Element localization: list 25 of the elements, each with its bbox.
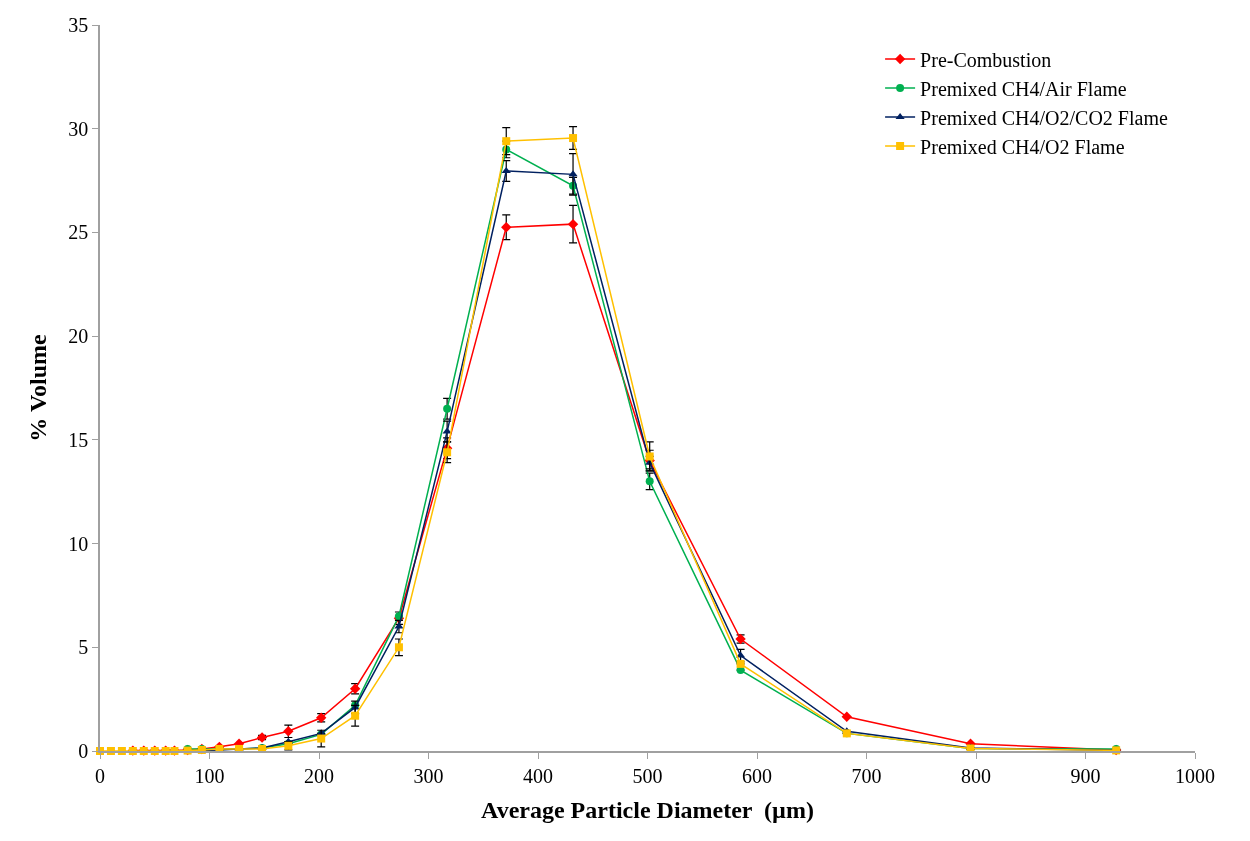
x-tick-label: 600 <box>742 764 772 787</box>
y-tick-label: 5 <box>78 636 89 659</box>
x-tick-label: 400 <box>523 764 553 787</box>
y-tick-label: 30 <box>68 117 89 140</box>
x-tick-label: 200 <box>304 764 334 787</box>
x-tick-label: 100 <box>194 764 225 787</box>
y-tick-label: 25 <box>68 221 89 244</box>
y-tick-label: 10 <box>68 532 89 555</box>
x-tick-label: 900 <box>1070 764 1101 787</box>
y-axis-title: % Volume <box>24 333 51 442</box>
x-tick-label: 1000 <box>1175 764 1215 787</box>
x-tick-label: 0 <box>95 764 105 787</box>
x-tick-label: 300 <box>413 764 444 787</box>
legend-label: Premixed CH4/O2 Flame <box>920 135 1125 158</box>
x-tick-label: 700 <box>851 764 882 787</box>
y-tick-label: 0 <box>78 740 89 762</box>
legend-label: Premixed CH4/O2/CO2 Flame <box>920 106 1168 129</box>
legend-label: Premixed CH4/Air Flame <box>920 77 1127 100</box>
x-tick-label: 800 <box>961 764 991 787</box>
y-tick-label: 20 <box>68 325 89 348</box>
x-tick-label: 500 <box>632 764 663 787</box>
legend-label: Pre-Combustion <box>920 48 1052 71</box>
x-axis-title: Average Particle Diameter (µm) <box>481 796 814 823</box>
y-tick-label: 35 <box>68 14 89 36</box>
y-tick-label: 15 <box>68 428 89 451</box>
